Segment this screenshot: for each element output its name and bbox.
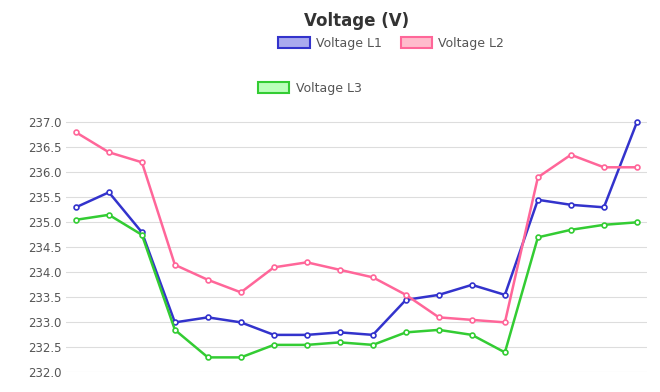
Title: Voltage (V): Voltage (V) xyxy=(304,13,409,31)
Legend: Voltage L3: Voltage L3 xyxy=(253,76,366,100)
